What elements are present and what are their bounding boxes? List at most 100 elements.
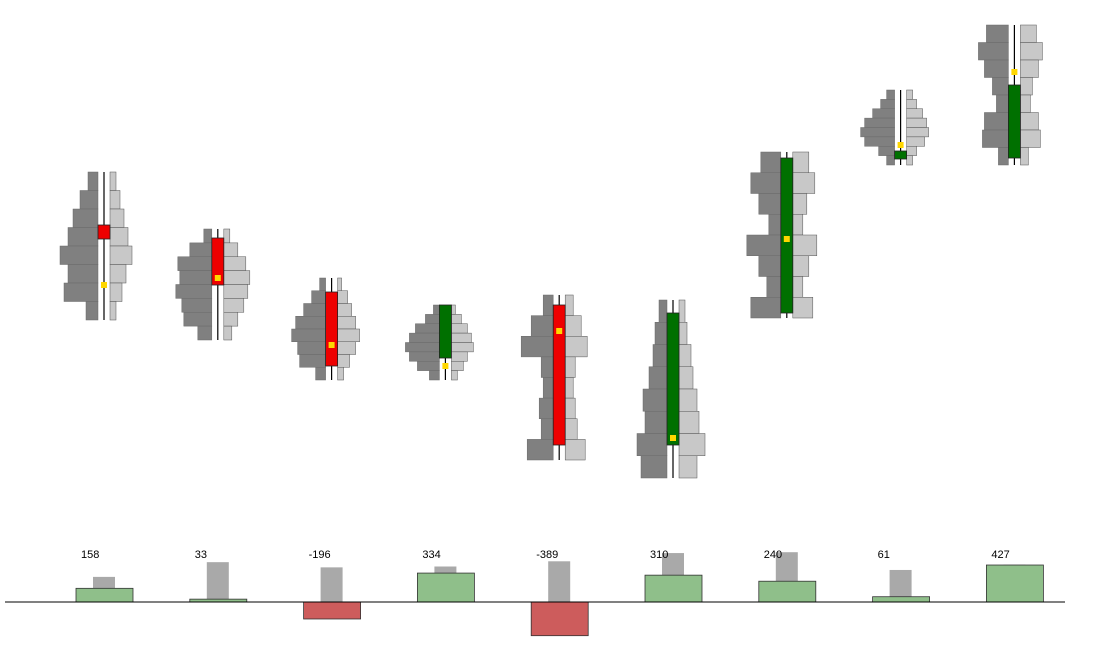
bid-volume-bar bbox=[758, 193, 782, 215]
delta-bar bbox=[303, 601, 362, 620]
candle-body bbox=[211, 237, 225, 286]
ask-volume-bar bbox=[678, 344, 692, 367]
delta-label: 158 bbox=[81, 549, 99, 561]
poc-marker bbox=[783, 236, 790, 242]
bid-volume-bar bbox=[640, 455, 668, 479]
ask-volume-bar bbox=[451, 332, 472, 343]
bid-volume-bar bbox=[648, 366, 668, 390]
bid-volume-bar bbox=[992, 77, 1009, 96]
bid-volume-bar bbox=[177, 256, 213, 271]
ask-volume-bar bbox=[678, 299, 686, 323]
poc-marker bbox=[442, 363, 449, 369]
bid-volume-bar bbox=[520, 336, 554, 358]
bid-volume-bar bbox=[72, 208, 99, 228]
bid-volume-bar bbox=[542, 294, 554, 316]
poc-marker bbox=[556, 328, 563, 334]
ask-volume-bar bbox=[906, 155, 913, 166]
ask-volume-bar bbox=[109, 264, 127, 284]
ask-volume-bar bbox=[564, 294, 574, 316]
poc-marker bbox=[101, 282, 107, 288]
delta-bar bbox=[416, 572, 475, 603]
bid-volume-bar bbox=[79, 190, 99, 210]
ask-volume-bar bbox=[337, 328, 360, 342]
delta-label: 310 bbox=[650, 549, 668, 561]
bid-volume-bar bbox=[750, 297, 782, 319]
ask-volume-bar bbox=[792, 193, 808, 215]
bid-volume-bar bbox=[880, 99, 895, 109]
ask-volume-bar bbox=[109, 301, 117, 321]
ask-volume-bar bbox=[1020, 24, 1037, 43]
ask-volume-bar bbox=[678, 366, 694, 390]
ask-volume-bar bbox=[1020, 42, 1043, 61]
candle-body bbox=[438, 304, 452, 359]
bid-volume-bar bbox=[636, 433, 668, 456]
bid-volume-bar bbox=[319, 277, 326, 291]
volume-bar bbox=[320, 567, 343, 602]
delta-bar bbox=[872, 596, 930, 603]
bid-volume-bar bbox=[864, 117, 895, 128]
bid-volume-bar bbox=[405, 342, 440, 353]
bid-volume-bar bbox=[652, 344, 668, 367]
bid-volume-bar bbox=[658, 299, 668, 323]
delta-label: 427 bbox=[991, 549, 1009, 561]
bid-volume-bar bbox=[864, 136, 895, 147]
ask-volume-bar bbox=[337, 303, 352, 317]
bid-volume-bar bbox=[415, 323, 440, 334]
bid-volume-bar bbox=[67, 264, 99, 284]
candle-body bbox=[894, 150, 907, 160]
bid-volume-bar bbox=[766, 276, 782, 298]
ask-volume-bar bbox=[1020, 59, 1039, 78]
candle-body bbox=[780, 157, 794, 314]
ask-volume-bar bbox=[1020, 77, 1033, 96]
candle-body bbox=[97, 224, 111, 240]
ask-volume-bar bbox=[451, 351, 468, 362]
bid-volume-bar bbox=[189, 242, 213, 257]
ask-volume-bar bbox=[451, 370, 458, 381]
bid-volume-bar bbox=[982, 129, 1009, 148]
ask-volume-bar bbox=[792, 214, 804, 236]
ask-volume-bar bbox=[223, 312, 239, 327]
bid-volume-bar bbox=[183, 312, 213, 327]
bid-volume-bar bbox=[291, 328, 326, 342]
candle-body bbox=[666, 312, 680, 446]
bid-volume-bar bbox=[978, 42, 1009, 61]
ask-volume-bar bbox=[451, 342, 474, 353]
bid-volume-bar bbox=[642, 388, 668, 412]
bid-volume-bar bbox=[644, 411, 668, 434]
candle-body bbox=[1008, 84, 1021, 159]
ask-volume-bar bbox=[337, 290, 348, 304]
candle-body bbox=[552, 304, 566, 446]
ask-volume-bar bbox=[564, 315, 582, 337]
ask-volume-bar bbox=[1020, 112, 1039, 131]
bid-volume-bar bbox=[203, 228, 213, 244]
delta-bar bbox=[530, 601, 589, 637]
ask-volume-bar bbox=[678, 322, 688, 345]
bid-volume-bar bbox=[59, 245, 99, 265]
bid-volume-bar bbox=[750, 172, 782, 194]
volume-bar bbox=[889, 569, 912, 602]
bid-volume-bar bbox=[303, 303, 326, 317]
ask-volume-bar bbox=[337, 277, 342, 291]
bid-volume-bar bbox=[425, 314, 440, 324]
ask-volume-bar bbox=[109, 227, 129, 247]
delta-bar bbox=[75, 587, 134, 603]
bid-volume-bar bbox=[417, 361, 440, 371]
ask-volume-bar bbox=[223, 298, 245, 313]
bid-volume-bar bbox=[297, 341, 326, 355]
ask-volume-bar bbox=[337, 316, 356, 330]
bid-volume-bar bbox=[311, 290, 326, 304]
delta-bar bbox=[758, 580, 817, 603]
ask-volume-bar bbox=[792, 151, 810, 173]
ask-volume-bar bbox=[906, 117, 927, 128]
bid-volume-bar bbox=[87, 171, 99, 191]
ask-volume-bar bbox=[564, 356, 576, 378]
volume-bar bbox=[548, 561, 571, 602]
ask-volume-bar bbox=[792, 172, 816, 194]
ask-volume-bar bbox=[564, 397, 576, 419]
bid-volume-bar bbox=[886, 155, 895, 166]
ask-volume-bar bbox=[223, 284, 249, 299]
ask-volume-bar bbox=[337, 367, 344, 381]
volume-bar bbox=[206, 562, 229, 602]
bid-volume-bar bbox=[409, 332, 440, 343]
